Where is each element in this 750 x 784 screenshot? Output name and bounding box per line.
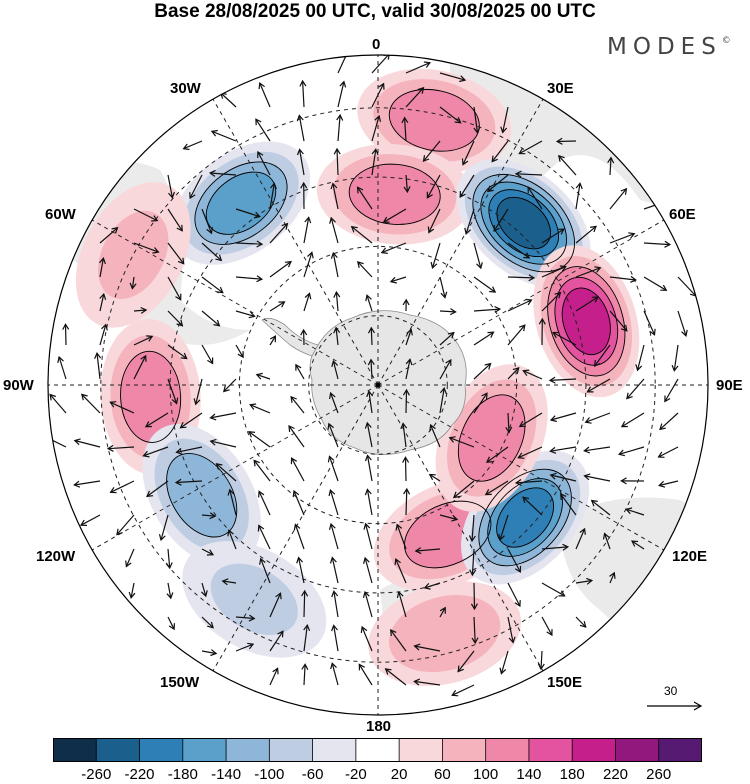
colorbar-swatch: [183, 738, 227, 762]
lon-label-120w: 120W: [36, 548, 75, 565]
colorbar-tick-label: -220: [124, 766, 154, 783]
colorbar-tick-label: -260: [81, 766, 111, 783]
colorbar-swatch: [313, 738, 357, 762]
colorbar-tick-label: -20: [345, 766, 367, 783]
colorbar-swatch: [140, 738, 184, 762]
colorbar-swatch: [442, 738, 486, 762]
south-pole-marker: [376, 383, 381, 388]
colorbar: [53, 738, 702, 762]
colorbar-tick-label: 180: [560, 766, 585, 783]
colorbar-tick-label: -140: [211, 766, 241, 783]
colorbar-tick-label: 100: [473, 766, 498, 783]
colorbar-tick-label: 220: [603, 766, 628, 783]
colorbar-tick-label: 140: [516, 766, 541, 783]
colorbar-swatch: [269, 738, 313, 762]
colorbar-swatch: [53, 738, 97, 762]
lon-label-120e: 120E: [672, 548, 707, 565]
map-field: [40, 49, 720, 730]
reference-vector-arrow: [647, 702, 701, 710]
lon-label-60e: 60E: [669, 206, 696, 223]
colorbar-swatch: [659, 738, 702, 762]
colorbar-tick-label: 60: [434, 766, 451, 783]
lon-label-90w: 90W: [3, 377, 34, 394]
lon-label-150w: 150W: [160, 674, 199, 691]
colorbar-swatch: [486, 738, 530, 762]
colorbar-tick-label: -180: [168, 766, 198, 783]
lon-label-150e: 150E: [547, 674, 582, 691]
colorbar-tick-label: -100: [254, 766, 284, 783]
lon-label-30w: 30W: [170, 80, 201, 97]
colorbar-tick-label: -60: [302, 766, 324, 783]
colorbar-swatch: [615, 738, 659, 762]
colorbar-swatch: [529, 738, 573, 762]
reference-vector-label: 30: [664, 684, 677, 698]
colorbar-tick-label: 20: [391, 766, 408, 783]
lon-label-0: 0: [372, 36, 380, 53]
lon-label-60w: 60W: [45, 206, 76, 223]
colorbar-swatch: [399, 738, 443, 762]
antarctica: [310, 311, 466, 455]
lon-label-30e: 30E: [547, 80, 574, 97]
colorbar-swatch: [226, 738, 270, 762]
colorbar-tick-label: 260: [646, 766, 671, 783]
colorbar-swatch: [96, 738, 140, 762]
lon-label-180: 180: [366, 718, 391, 735]
lon-label-90e: 90E: [716, 377, 743, 394]
colorbar-ticks: -260 -220 -180 -140 -100 -60 -20 20 60 100 140 180 2…: [0, 766, 750, 784]
colorbar-swatch: [356, 738, 400, 762]
colorbar-swatch: [572, 738, 616, 762]
